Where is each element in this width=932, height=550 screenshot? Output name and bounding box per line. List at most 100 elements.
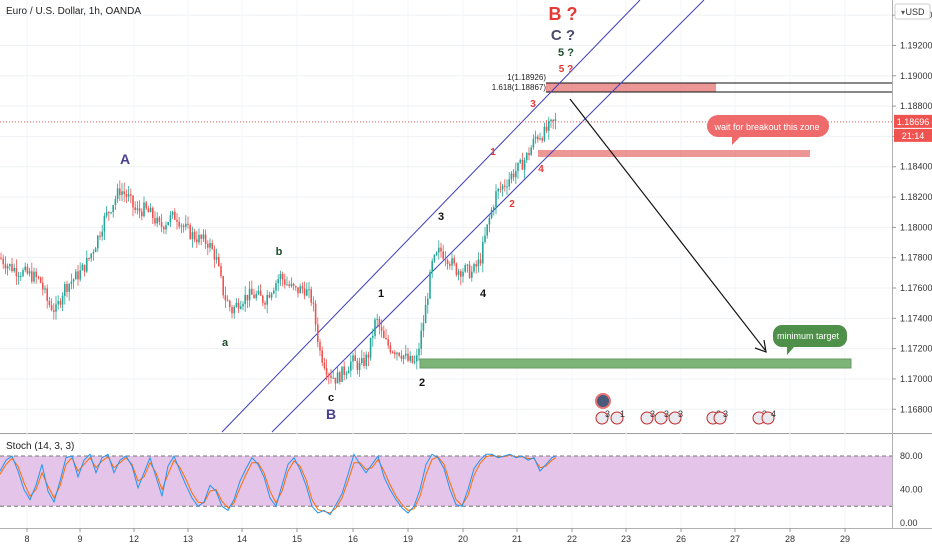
candle-body — [13, 267, 15, 272]
candle-body — [176, 219, 178, 222]
candle-body — [255, 293, 257, 299]
economic-event-flags[interactable]: 313333334 — [595, 393, 776, 425]
candle-body — [471, 271, 473, 278]
wave-label: 5 ? — [559, 64, 573, 75]
candle-body — [504, 185, 506, 187]
candle-body — [114, 199, 117, 206]
candle-body — [499, 188, 502, 190]
candle-body — [202, 234, 205, 239]
currency-badge[interactable] — [894, 3, 931, 20]
candle-body — [229, 300, 231, 308]
candle-body — [154, 217, 156, 224]
chart-title: Euro / U.S. Dollar, 1h, OANDA — [6, 6, 141, 17]
zones — [419, 82, 892, 369]
breakout-zone — [538, 150, 810, 157]
candle-body — [92, 252, 95, 254]
projection-arrowhead — [754, 339, 767, 353]
price-axis[interactable]: 1.194001.192001.190001.188001.186001.184… — [892, 10, 932, 528]
candle-body — [123, 191, 125, 195]
time-tick-label: 28 — [785, 534, 795, 544]
candle-body — [301, 286, 304, 289]
candle-body — [156, 217, 158, 224]
candle-body — [537, 136, 539, 140]
candle-body — [24, 266, 26, 271]
wave-label: C ? — [551, 27, 575, 44]
candle-body — [57, 301, 59, 305]
event-flag-icon — [654, 411, 668, 425]
candle-body — [79, 270, 81, 280]
candle-body — [484, 235, 486, 243]
candle-body — [528, 152, 530, 156]
candle-body — [196, 239, 198, 243]
wave-label: 4 — [538, 164, 544, 175]
candle-body — [451, 258, 453, 266]
candle-body — [39, 277, 42, 283]
candle-body — [86, 258, 88, 272]
candle-body — [17, 275, 20, 277]
candle-body — [264, 302, 266, 305]
candle-body — [160, 221, 163, 227]
candle-body — [242, 304, 244, 307]
candle-body — [424, 304, 427, 324]
candle-body — [244, 294, 246, 305]
candle-body — [418, 348, 420, 356]
candle-body — [112, 205, 114, 213]
event-flag-icon — [640, 411, 654, 425]
countdown-value: 21:14 — [902, 131, 925, 141]
candle-body — [35, 271, 37, 277]
candle-body — [44, 288, 46, 290]
time-axis[interactable]: 8 9 12 13 14 15 16 19 20 21 22 23 26 27 28 29 — [24, 528, 850, 544]
price-tick-label: 1.17400 — [900, 313, 932, 323]
candle-body — [519, 159, 521, 163]
candle-body — [286, 284, 288, 286]
candle-body — [409, 355, 411, 361]
candle-body — [145, 202, 147, 209]
candle-body — [22, 270, 24, 276]
stoch-tick-label: 80.00 — [900, 451, 923, 461]
candle-body — [354, 355, 356, 361]
resistance-zone-top — [546, 83, 716, 92]
event-flag-count: 3 — [678, 409, 683, 419]
candle-body — [211, 242, 213, 249]
candle-body — [213, 248, 216, 260]
time-tick-label: 20 — [458, 534, 468, 544]
candle-body — [343, 366, 345, 375]
candle-body — [240, 306, 242, 309]
event-flag-count: 3 — [664, 409, 669, 419]
candle-body — [235, 302, 238, 307]
candle-body — [312, 302, 315, 304]
candle-body — [385, 337, 387, 340]
candle-body — [83, 264, 86, 272]
candle-body — [532, 138, 535, 148]
stoch-label: Stoch (14, 3, 3) — [6, 441, 74, 452]
candle-body — [339, 372, 341, 382]
candle-body — [416, 355, 418, 362]
time-tick-label: 9 — [77, 534, 82, 544]
candle-body — [174, 211, 176, 220]
candle-body — [391, 351, 394, 353]
event-flag-count: 3 — [650, 409, 655, 419]
candle-body — [328, 374, 330, 376]
target-callout[interactable]: minimum target — [773, 325, 847, 355]
time-tick-label: 22 — [567, 534, 577, 544]
wave-label: B ? — [549, 4, 578, 24]
candle-body — [334, 377, 337, 384]
candle-body — [475, 264, 477, 267]
candle-body — [330, 375, 332, 378]
candle-body — [94, 248, 97, 253]
price-tick-label: 1.19000 — [900, 71, 932, 81]
candle-body — [209, 242, 211, 248]
candle-body — [110, 212, 112, 214]
candle-body — [66, 284, 68, 292]
candle-body — [59, 301, 62, 305]
candle-body — [517, 162, 519, 172]
candle-body — [81, 264, 84, 271]
stoch-tick-label: 0.00 — [900, 518, 918, 528]
candle-body — [207, 243, 209, 248]
breakout-callout[interactable]: wait for breakout this zone — [707, 115, 829, 145]
candle-body — [136, 208, 139, 210]
wave-label: 1 — [490, 147, 496, 158]
candle-body — [411, 355, 414, 363]
candle-body — [482, 242, 484, 264]
